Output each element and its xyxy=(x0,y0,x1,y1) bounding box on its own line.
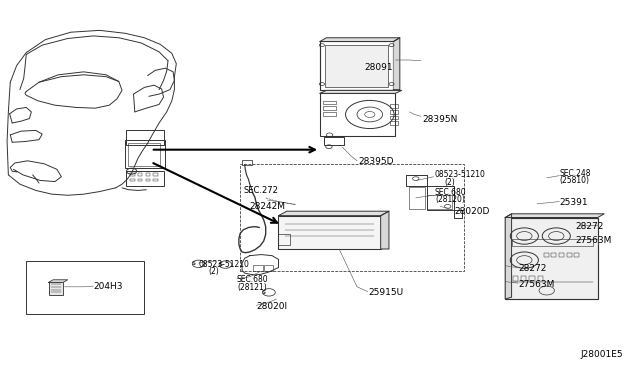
Bar xyxy=(574,253,579,257)
Bar xyxy=(505,218,598,299)
Bar xyxy=(154,179,158,181)
Text: SEC.680: SEC.680 xyxy=(435,188,467,197)
Polygon shape xyxy=(49,280,68,282)
Text: SEC.680: SEC.680 xyxy=(237,275,269,284)
Bar xyxy=(538,276,543,280)
Text: J28001E5: J28001E5 xyxy=(580,350,623,359)
Bar xyxy=(529,276,534,280)
Text: 25391: 25391 xyxy=(559,198,588,207)
Bar xyxy=(146,173,150,176)
Text: SEC.248: SEC.248 xyxy=(559,169,591,177)
Bar xyxy=(521,276,526,280)
Bar xyxy=(410,187,426,209)
Bar xyxy=(154,173,158,176)
Text: 28020D: 28020D xyxy=(454,208,490,217)
Text: S: S xyxy=(191,261,196,266)
Text: (25810): (25810) xyxy=(559,176,589,185)
Bar xyxy=(126,171,164,186)
Text: (2): (2) xyxy=(208,267,219,276)
Text: (28121): (28121) xyxy=(237,283,267,292)
Polygon shape xyxy=(505,214,511,299)
Bar xyxy=(324,137,344,145)
Bar xyxy=(131,179,135,181)
Bar xyxy=(390,116,398,119)
Text: S: S xyxy=(218,262,222,267)
Text: 25915U: 25915U xyxy=(368,288,403,297)
Polygon shape xyxy=(394,38,400,90)
Polygon shape xyxy=(381,211,389,249)
Text: 08523-51210: 08523-51210 xyxy=(198,260,250,269)
Bar xyxy=(566,253,572,257)
Bar xyxy=(129,143,161,166)
Bar xyxy=(26,261,145,314)
Polygon shape xyxy=(278,216,381,249)
Text: SEC.272: SEC.272 xyxy=(243,186,278,195)
Bar xyxy=(278,216,381,249)
Polygon shape xyxy=(505,218,598,299)
Text: 27563M: 27563M xyxy=(518,280,554,289)
Bar xyxy=(146,179,150,181)
Text: 28272: 28272 xyxy=(575,221,604,231)
Bar xyxy=(278,234,290,245)
Text: S: S xyxy=(262,290,266,295)
Text: (2): (2) xyxy=(445,178,455,187)
Bar xyxy=(126,130,164,145)
Bar xyxy=(49,282,63,295)
Bar xyxy=(320,41,394,90)
Polygon shape xyxy=(49,282,63,295)
Bar xyxy=(264,264,273,271)
Bar xyxy=(138,179,143,181)
Polygon shape xyxy=(320,90,402,93)
Bar xyxy=(125,140,165,168)
Bar xyxy=(513,276,518,280)
Text: 28020I: 28020I xyxy=(256,302,287,311)
Text: 204H3: 204H3 xyxy=(93,282,123,291)
Text: 28272: 28272 xyxy=(518,264,547,273)
Text: 08523-51210: 08523-51210 xyxy=(435,170,486,179)
Bar xyxy=(551,253,556,257)
Bar xyxy=(131,173,135,176)
Bar xyxy=(390,105,398,108)
Bar xyxy=(320,93,396,136)
Polygon shape xyxy=(320,38,400,41)
Bar xyxy=(511,239,593,246)
Bar xyxy=(323,106,336,110)
Polygon shape xyxy=(278,211,389,216)
Bar xyxy=(390,121,398,125)
Text: 28395N: 28395N xyxy=(422,115,458,124)
Polygon shape xyxy=(505,214,604,218)
Bar xyxy=(240,164,464,271)
Bar xyxy=(325,45,388,87)
Bar xyxy=(323,101,336,105)
Text: 28242M: 28242M xyxy=(250,202,285,211)
Bar xyxy=(543,253,548,257)
Bar xyxy=(253,264,262,271)
Bar xyxy=(138,173,143,176)
Bar xyxy=(390,110,398,114)
Text: 28395D: 28395D xyxy=(358,157,394,166)
Bar xyxy=(323,112,336,116)
Bar xyxy=(559,253,564,257)
Text: 28091: 28091 xyxy=(365,63,394,72)
Text: 27563M: 27563M xyxy=(575,236,612,245)
Text: (28120): (28120) xyxy=(435,195,465,204)
Bar xyxy=(242,160,252,164)
Bar xyxy=(428,195,452,209)
